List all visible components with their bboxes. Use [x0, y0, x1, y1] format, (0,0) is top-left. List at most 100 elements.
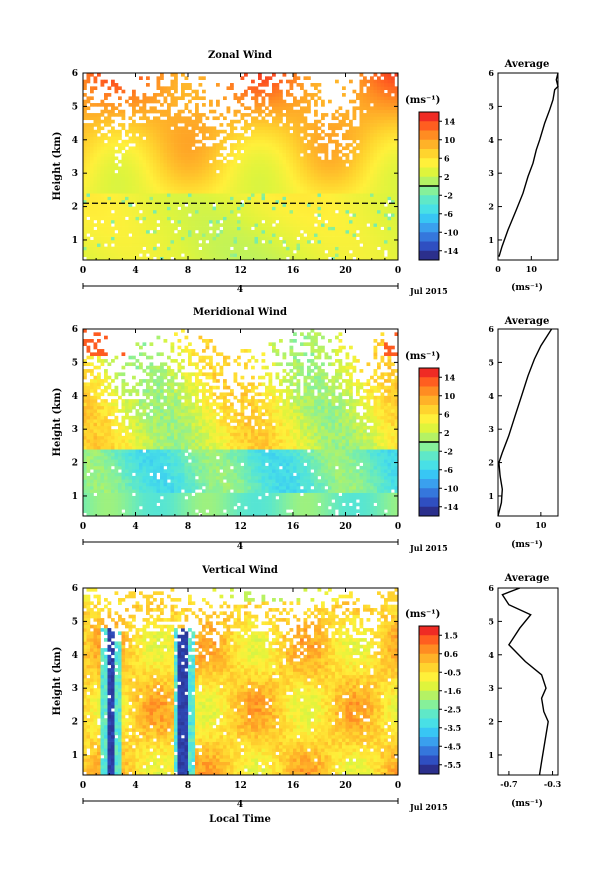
heatmap-cell: [97, 73, 101, 77]
heatmap-cell: [139, 402, 143, 407]
heatmap-cell: [384, 106, 388, 111]
heatmap-cell: [212, 233, 217, 237]
heatmap-cell: [118, 246, 122, 251]
heatmap-cell: [142, 176, 147, 181]
heatmap-cell: [153, 93, 157, 97]
heatmap-cell: [128, 405, 133, 410]
heatmap-cell: [230, 166, 234, 171]
heatmap-cell: [163, 239, 168, 244]
heatmap-cell: [272, 99, 276, 104]
colorbar-swatch: [419, 204, 439, 215]
heatmap-cell: [93, 439, 98, 443]
heatmap-cell: [104, 449, 108, 453]
heatmap-cell: [114, 173, 119, 177]
heatmap-cell: [107, 489, 112, 493]
heatmap-cell: [230, 173, 234, 177]
heatmap-cell: [93, 193, 98, 197]
heatmap-cell: [223, 223, 227, 227]
heatmap-cell: [149, 226, 154, 231]
heatmap-cell: [335, 249, 339, 254]
heatmap-cell: [97, 206, 101, 211]
heatmap-cell: [97, 489, 101, 493]
heatmap-cell: [296, 206, 301, 211]
heatmap-cell: [125, 189, 129, 194]
heatmap-cell: [230, 206, 234, 211]
heatmap-cell: [251, 119, 255, 124]
heatmap-cell: [240, 156, 245, 161]
heatmap-cell: [174, 133, 178, 137]
heatmap-cell: [212, 253, 217, 257]
heatmap-cell: [293, 213, 297, 217]
heatmap-cell: [139, 229, 143, 234]
heatmap-cell: [149, 445, 154, 450]
heatmap-cell: [237, 119, 241, 124]
heatmap-cell: [149, 435, 154, 440]
heatmap-cell: [107, 392, 112, 397]
heatmap-cell: [188, 239, 192, 244]
heatmap-cell: [86, 409, 91, 413]
heatmap-cell: [118, 505, 122, 510]
heatmap-cell: [149, 485, 154, 490]
heatmap-cell: [286, 226, 290, 231]
heatmap-cell: [86, 382, 91, 387]
heatmap-cell: [370, 133, 374, 137]
heatmap-cell: [111, 166, 115, 171]
heatmap-cell: [254, 153, 259, 157]
heatmap-cell: [195, 249, 199, 254]
heatmap-cell: [244, 239, 248, 244]
heatmap-cell: [314, 153, 318, 157]
heatmap-cell: [279, 156, 283, 161]
heatmap-cell: [104, 459, 108, 463]
heatmap-cell: [293, 219, 297, 224]
heatmap-cell: [132, 425, 136, 430]
heatmap-cell: [268, 233, 273, 237]
heatmap-cell: [352, 99, 357, 104]
heatmap-cell: [310, 126, 315, 131]
heatmap-cell: [300, 176, 304, 181]
heatmap-cell: [142, 512, 147, 516]
heatmap-cell: [296, 219, 301, 224]
heatmap-cell: [282, 219, 287, 224]
heatmap-cell: [86, 156, 91, 161]
heatmap-cell: [188, 139, 192, 144]
heatmap-cell: [216, 173, 220, 177]
heatmap-cell: [191, 229, 196, 234]
heatmap-cell: [181, 83, 185, 87]
heatmap-cell: [125, 149, 129, 154]
heatmap-cell: [86, 176, 91, 181]
heatmap-cell: [97, 139, 101, 144]
heatmap-cell: [272, 183, 276, 187]
heatmap-cell: [191, 156, 196, 161]
heatmap-cell: [205, 226, 210, 231]
heatmap-cell: [317, 176, 322, 181]
heatmap-cell: [128, 509, 133, 513]
heatmap-cell: [293, 179, 297, 184]
heatmap-cell: [244, 229, 248, 234]
heatmap-cell: [363, 213, 367, 217]
heatmap-cell: [170, 143, 175, 147]
heatmap-cell: [128, 96, 133, 101]
heatmap-cell: [90, 189, 94, 194]
heatmap-cell: [104, 153, 108, 157]
heatmap-cell: [216, 206, 220, 211]
heatmap-cell: [363, 183, 367, 187]
heatmap-cell: [139, 475, 143, 480]
y-tick-label: 4: [488, 135, 494, 145]
heatmap-cell: [251, 199, 255, 204]
heatmap-cell: [307, 213, 311, 217]
heatmap-cell: [279, 186, 283, 191]
colorbar-unit: (ms⁻¹): [405, 95, 440, 106]
heatmap-cell: [100, 445, 105, 450]
heatmap-cell: [97, 253, 101, 257]
heatmap-cell: [373, 176, 378, 181]
heatmap-cell: [391, 243, 395, 247]
heatmap-cell: [254, 103, 259, 107]
heatmap-cell: [195, 109, 199, 114]
heatmap-cell: [132, 402, 136, 407]
heatmap-cell: [342, 113, 346, 117]
heatmap-cell: [128, 415, 133, 420]
heatmap-cell: [121, 465, 126, 470]
heatmap-cell: [240, 223, 245, 227]
heatmap-cell: [198, 223, 203, 227]
heatmap-cell: [342, 133, 346, 137]
